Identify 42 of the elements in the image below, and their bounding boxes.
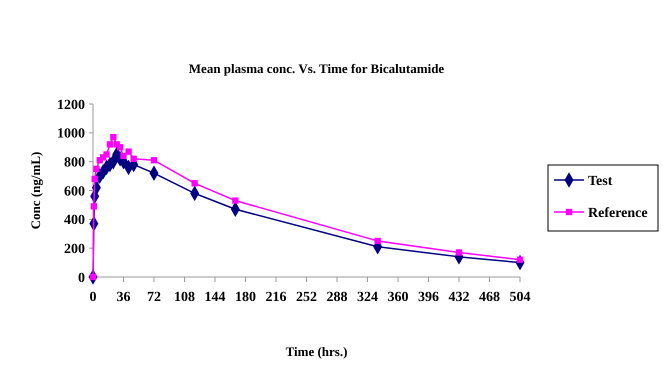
y-tick-label: 0	[78, 270, 85, 286]
y-tick-label: 400	[64, 213, 85, 228]
y-axis-title: Conc (ng/mL)	[28, 152, 43, 230]
point	[232, 197, 238, 204]
point	[110, 134, 116, 140]
x-tick-label: 180	[235, 290, 256, 305]
x-tick-label: 324	[357, 290, 378, 305]
x-tick-label: 288	[326, 290, 348, 305]
x-tick-label: 144	[204, 290, 226, 305]
x-tick-label: 72	[147, 290, 161, 305]
point	[374, 238, 381, 244]
x-tick-label: 108	[174, 290, 195, 305]
x-tick-label: 216	[266, 290, 286, 305]
legend-label: Reference	[588, 206, 648, 221]
x-tick-label: 504	[510, 290, 530, 305]
y-tick-label: 200	[64, 242, 85, 258]
x-tick-label: 360	[388, 290, 408, 305]
x-tick-label: 432	[448, 290, 470, 305]
point	[92, 176, 98, 182]
point	[116, 144, 124, 150]
x-tick-label: 36	[116, 290, 130, 305]
point	[103, 151, 110, 158]
x-tick-label: 468	[479, 290, 500, 305]
point	[130, 156, 137, 162]
chart-title: Mean plasma conc. Vs. Time for Bicalutamide	[188, 61, 444, 76]
point	[90, 203, 98, 210]
y-tick-label: 1200	[57, 98, 85, 113]
y-tick-label: 1000	[57, 126, 85, 142]
legend-label: Test	[588, 174, 613, 189]
x-tick-label: 396	[418, 290, 439, 305]
point	[120, 152, 127, 160]
point	[192, 180, 198, 186]
y-tick-label: 600	[64, 184, 85, 200]
point	[106, 141, 114, 148]
x-tick-label: 0	[90, 290, 96, 305]
y-tick-label: 800	[64, 156, 85, 171]
x-axis-title: Time (hrs.)	[286, 344, 348, 359]
point	[93, 166, 100, 172]
point	[456, 249, 462, 256]
point	[150, 157, 158, 164]
x-tick-label: 252	[296, 290, 317, 305]
point	[125, 148, 132, 155]
